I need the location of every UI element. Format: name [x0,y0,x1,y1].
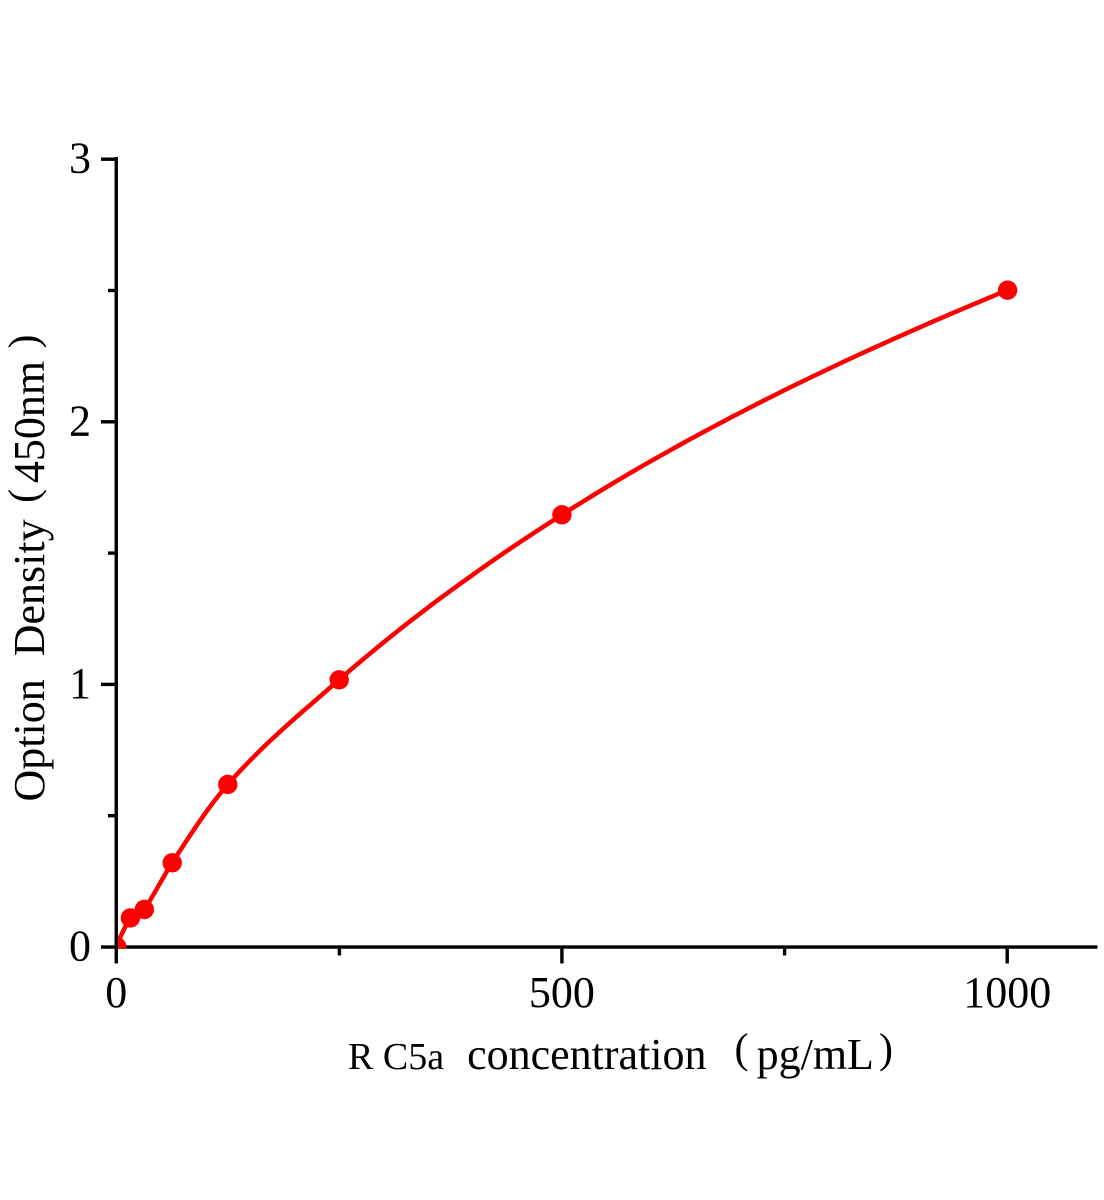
svg-text:R C5a concentration(pg/mL): R C5a concentration(pg/mL) [348,1027,893,1080]
svg-text:1: 1 [69,659,91,708]
svg-text:Option Density(450nm): Option Density(450nm) [1,335,54,802]
svg-text:2: 2 [69,396,91,445]
svg-text:3: 3 [69,134,91,183]
svg-text:500: 500 [529,968,595,1017]
svg-text:0: 0 [105,968,127,1017]
svg-text:0: 0 [69,922,91,971]
svg-text:1000: 1000 [963,968,1051,1017]
